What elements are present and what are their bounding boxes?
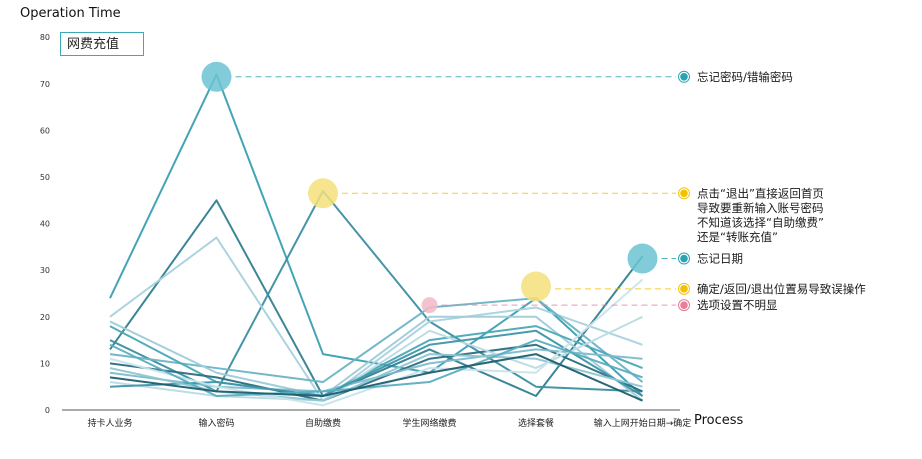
series-line xyxy=(109,297,644,384)
chart-title: 网费充值 xyxy=(60,32,144,56)
series-line xyxy=(109,315,644,402)
x-axis-label: Process xyxy=(694,413,744,428)
highlight-circle xyxy=(201,61,232,92)
annotation-label: 还是“转账充值” xyxy=(697,230,778,244)
annotation-label: 选项设置不明显 xyxy=(697,298,778,312)
x-tick-label: 持卡人业务 xyxy=(87,417,132,429)
annotation-label: 导致要重新输入账号密码 xyxy=(697,201,824,215)
annotation-label: 点击“退出”直接返回首页 xyxy=(697,186,824,200)
y-tick-label: 60 xyxy=(40,126,50,135)
highlight-circle xyxy=(308,178,338,209)
annotation-dot xyxy=(680,285,688,293)
y-tick-label: 30 xyxy=(40,266,50,275)
y-tick-label: 10 xyxy=(40,359,50,368)
annotation-dot xyxy=(680,301,688,309)
annotation-dot xyxy=(680,73,688,81)
y-tick-label: 20 xyxy=(40,313,50,322)
y-tick-label: 0 xyxy=(45,406,50,415)
series-line xyxy=(109,325,643,398)
annotation-dot xyxy=(680,189,688,198)
x-tick-label: 学生网络缴费 xyxy=(402,417,456,429)
y-tick-label: 40 xyxy=(40,220,50,229)
y-tick-label: 50 xyxy=(40,173,50,182)
highlight-circle xyxy=(421,297,438,314)
x-tick-label: 自助缴费 xyxy=(305,417,341,429)
y-tick-label: 70 xyxy=(40,80,50,89)
series-line xyxy=(109,199,644,398)
series-line xyxy=(109,343,643,402)
annotation-label: 忘记日期 xyxy=(697,252,743,266)
y-axis-label: Operation Time xyxy=(20,6,121,21)
annotation-label: 确定/返回/退出位置易导致误操作 xyxy=(697,282,866,296)
x-tick-label: 输入上网开始日期→确定 xyxy=(594,417,692,429)
x-tick-label: 选择套餐 xyxy=(518,417,554,429)
highlight-circle xyxy=(627,243,658,274)
annotation-label: 忘记密码/错输密码 xyxy=(697,70,793,84)
annotation-dot xyxy=(680,254,688,263)
annotation-label: 不知道该选择“自助缴费” xyxy=(697,215,824,229)
y-tick-label: 80 xyxy=(40,33,50,42)
x-tick-label: 输入密码 xyxy=(198,417,234,429)
series-line xyxy=(109,339,643,398)
series-line xyxy=(109,315,643,402)
series-line xyxy=(109,353,643,402)
highlight-circle xyxy=(521,271,551,302)
series-line xyxy=(109,236,643,402)
